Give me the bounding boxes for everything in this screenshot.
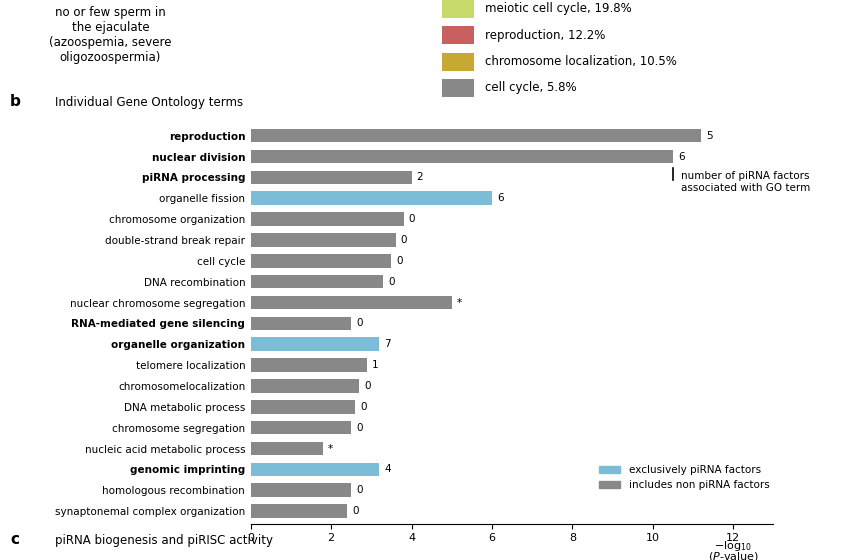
Bar: [251, 379, 360, 393]
Bar: [251, 400, 355, 414]
Bar: [442, 53, 474, 71]
Text: *: *: [456, 297, 462, 307]
Bar: [251, 212, 404, 226]
Bar: [251, 463, 379, 476]
Text: ($P$-value): ($P$-value): [708, 550, 759, 560]
Text: 7: 7: [384, 339, 391, 349]
Text: no or few sperm in
the ejaculate
(azoospemia, severe
oligozoospermia): no or few sperm in the ejaculate (azoosp…: [49, 6, 172, 64]
Text: 0: 0: [364, 381, 371, 391]
Text: 5: 5: [706, 130, 712, 141]
Text: 0: 0: [408, 214, 415, 224]
Bar: [251, 505, 348, 518]
Bar: [251, 316, 351, 330]
Bar: [251, 296, 452, 309]
Text: chromosome localization, 10.5%: chromosome localization, 10.5%: [484, 55, 677, 68]
Text: 1: 1: [372, 360, 379, 370]
Text: 0: 0: [400, 235, 407, 245]
Bar: [251, 171, 411, 184]
Bar: [251, 421, 351, 435]
Bar: [251, 275, 383, 288]
Bar: [251, 192, 492, 205]
Legend: exclusively piRNA factors, includes non piRNA factors: exclusively piRNA factors, includes non …: [595, 461, 774, 494]
Text: $-$log$_{10}$: $-$log$_{10}$: [715, 539, 752, 553]
Bar: [442, 26, 474, 44]
Bar: [442, 79, 474, 97]
Text: 6: 6: [497, 193, 503, 203]
Text: 0: 0: [360, 402, 366, 412]
Bar: [251, 254, 392, 268]
Bar: [251, 358, 367, 372]
Text: reproduction, 12.2%: reproduction, 12.2%: [484, 29, 605, 42]
Bar: [251, 338, 379, 351]
Text: 0: 0: [388, 277, 394, 287]
Text: 2: 2: [416, 172, 423, 183]
Text: b: b: [10, 94, 21, 109]
Text: 0: 0: [356, 423, 363, 433]
Text: 0: 0: [352, 506, 359, 516]
Text: *: *: [328, 444, 333, 454]
Bar: [442, 0, 474, 18]
Text: c: c: [10, 531, 20, 547]
Bar: [251, 233, 395, 247]
Bar: [251, 129, 701, 142]
Text: 0: 0: [396, 256, 403, 266]
Text: number of piRNA factors
associated with GO term: number of piRNA factors associated with …: [681, 171, 810, 193]
Bar: [251, 442, 323, 455]
Text: 0: 0: [356, 485, 363, 495]
Bar: [251, 150, 673, 164]
Text: 0: 0: [356, 319, 363, 328]
Text: Individual Gene Ontology terms: Individual Gene Ontology terms: [55, 96, 243, 109]
Text: 6: 6: [677, 152, 684, 162]
Text: 4: 4: [384, 464, 391, 474]
Text: cell cycle, 5.8%: cell cycle, 5.8%: [484, 81, 576, 95]
Text: meiotic cell cycle, 19.8%: meiotic cell cycle, 19.8%: [484, 2, 632, 16]
Text: piRNA biogenesis and piRISC activity: piRNA biogenesis and piRISC activity: [55, 534, 273, 547]
Bar: [251, 483, 351, 497]
